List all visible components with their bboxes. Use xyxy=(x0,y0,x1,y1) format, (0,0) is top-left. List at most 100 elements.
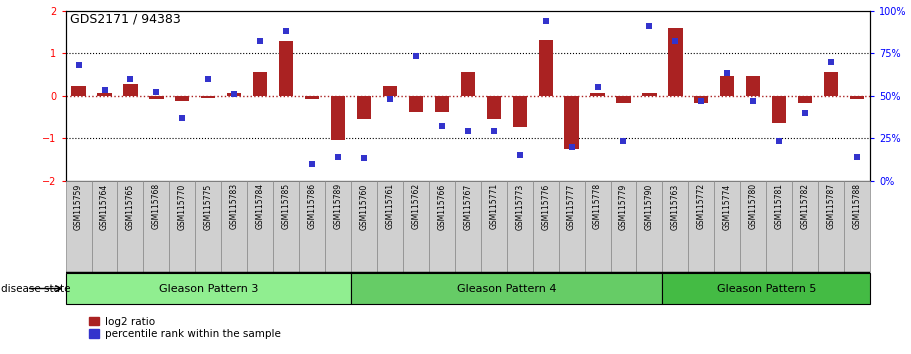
Bar xyxy=(793,181,818,273)
Bar xyxy=(662,181,689,273)
Bar xyxy=(746,76,761,96)
Text: GSM115775: GSM115775 xyxy=(204,183,213,229)
Bar xyxy=(714,181,741,273)
Text: GSM115767: GSM115767 xyxy=(464,183,472,229)
Bar xyxy=(513,96,527,127)
Bar xyxy=(331,96,345,140)
Bar xyxy=(533,181,558,273)
Text: GSM115765: GSM115765 xyxy=(126,183,135,229)
Bar xyxy=(461,72,475,96)
Bar xyxy=(455,181,481,273)
Bar xyxy=(325,181,351,273)
Text: GSM115784: GSM115784 xyxy=(256,183,265,229)
Text: GSM115782: GSM115782 xyxy=(801,183,810,229)
Bar xyxy=(409,96,423,112)
Legend: log2 ratio, percentile rank within the sample: log2 ratio, percentile rank within the s… xyxy=(89,317,281,339)
Bar xyxy=(818,181,844,273)
Bar xyxy=(357,96,371,119)
Text: GSM115786: GSM115786 xyxy=(308,183,317,229)
Bar xyxy=(824,72,838,96)
Bar xyxy=(610,181,637,273)
Bar xyxy=(299,181,325,273)
Bar xyxy=(383,86,397,96)
Bar xyxy=(694,96,709,103)
Bar xyxy=(195,181,221,273)
Bar xyxy=(175,96,189,101)
Bar xyxy=(558,181,585,273)
Bar xyxy=(486,96,501,119)
Bar xyxy=(351,273,662,304)
Bar xyxy=(766,181,793,273)
Bar xyxy=(66,273,351,304)
Bar xyxy=(97,93,112,96)
Text: GSM115760: GSM115760 xyxy=(360,183,369,229)
Text: GSM115779: GSM115779 xyxy=(619,183,628,229)
Text: GSM115788: GSM115788 xyxy=(853,183,862,229)
Text: GSM115770: GSM115770 xyxy=(178,183,187,229)
Bar xyxy=(798,96,813,103)
Text: GSM115762: GSM115762 xyxy=(412,183,420,229)
Bar xyxy=(351,181,377,273)
Bar xyxy=(507,181,533,273)
Bar xyxy=(221,181,247,273)
Text: GSM115768: GSM115768 xyxy=(152,183,161,229)
Text: GSM115780: GSM115780 xyxy=(749,183,758,229)
Bar xyxy=(169,181,195,273)
Text: GSM115759: GSM115759 xyxy=(74,183,83,229)
Bar xyxy=(227,93,241,96)
Text: GSM115781: GSM115781 xyxy=(774,183,783,229)
Text: GSM115764: GSM115764 xyxy=(100,183,109,229)
Bar xyxy=(662,273,870,304)
Text: GSM115783: GSM115783 xyxy=(230,183,239,229)
Bar xyxy=(772,96,786,123)
Bar xyxy=(377,181,403,273)
Bar xyxy=(429,181,455,273)
Bar xyxy=(253,72,267,96)
Bar xyxy=(721,76,734,96)
Bar xyxy=(247,181,273,273)
Bar xyxy=(481,181,507,273)
Bar xyxy=(590,93,605,96)
Text: GSM115761: GSM115761 xyxy=(385,183,394,229)
Text: disease state: disease state xyxy=(1,284,70,293)
Text: Gleason Pattern 4: Gleason Pattern 4 xyxy=(457,284,557,293)
Bar xyxy=(71,86,86,96)
Text: GSM115787: GSM115787 xyxy=(826,183,835,229)
Text: GSM115777: GSM115777 xyxy=(567,183,576,229)
Bar xyxy=(642,93,657,96)
Bar xyxy=(585,181,610,273)
Bar xyxy=(617,96,630,103)
Text: GSM115776: GSM115776 xyxy=(541,183,550,229)
Text: GSM115766: GSM115766 xyxy=(437,183,446,229)
Bar xyxy=(149,96,164,99)
Text: Gleason Pattern 3: Gleason Pattern 3 xyxy=(159,284,258,293)
Bar xyxy=(279,41,293,96)
Text: GSM115763: GSM115763 xyxy=(670,183,680,229)
Text: GSM115774: GSM115774 xyxy=(722,183,732,229)
Text: GSM115789: GSM115789 xyxy=(333,183,343,229)
Bar xyxy=(850,96,865,99)
Text: GSM115772: GSM115772 xyxy=(697,183,706,229)
Text: Gleason Pattern 5: Gleason Pattern 5 xyxy=(717,284,816,293)
Bar xyxy=(403,181,429,273)
Bar xyxy=(565,96,578,149)
Bar xyxy=(741,181,766,273)
Bar xyxy=(538,40,553,96)
Bar xyxy=(305,96,319,99)
Text: GSM115785: GSM115785 xyxy=(281,183,291,229)
Bar xyxy=(91,181,118,273)
Bar xyxy=(143,181,169,273)
Bar xyxy=(844,181,870,273)
Text: GSM115790: GSM115790 xyxy=(645,183,654,229)
Bar xyxy=(118,181,143,273)
Bar xyxy=(689,181,714,273)
Text: GSM115778: GSM115778 xyxy=(593,183,602,229)
Bar xyxy=(123,84,138,96)
Bar xyxy=(669,28,682,96)
Text: GSM115771: GSM115771 xyxy=(489,183,498,229)
Bar xyxy=(273,181,299,273)
Text: GDS2171 / 94383: GDS2171 / 94383 xyxy=(70,12,181,25)
Bar xyxy=(435,96,449,112)
Bar xyxy=(66,181,91,273)
Bar xyxy=(637,181,662,273)
